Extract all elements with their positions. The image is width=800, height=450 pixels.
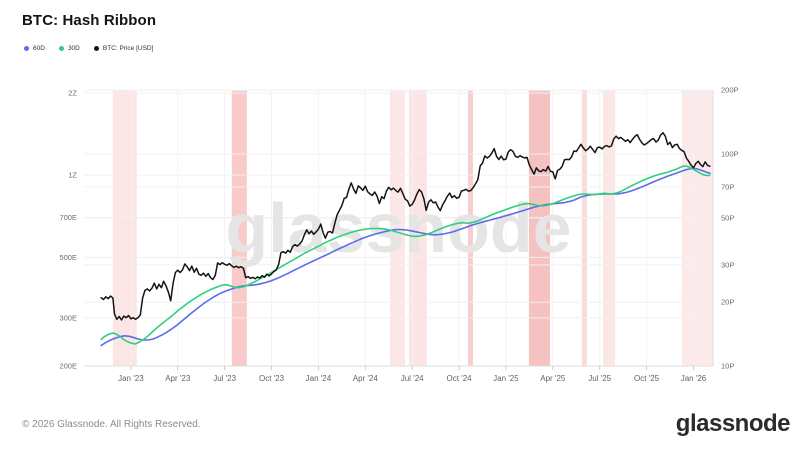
- y-right-tick-label: 20P: [721, 298, 734, 307]
- capitulation-band: [681, 90, 713, 366]
- legend-dot-60d: [24, 46, 29, 51]
- capitulation-band: [528, 90, 551, 366]
- capitulation-band: [389, 90, 405, 366]
- y-left-tick-label: 2Z: [68, 88, 77, 97]
- legend-dot-price: [93, 46, 99, 51]
- legend-item-60d[interactable]: 60D: [24, 45, 45, 52]
- y-left-tick-label: 1Z: [68, 171, 77, 180]
- x-axis-tick-label: Jan '26: [681, 374, 707, 383]
- x-axis-tick-label: Oct '23: [259, 374, 285, 383]
- y-right-tick-label: 10P: [721, 362, 734, 371]
- y-left-tick-label: 700E: [59, 213, 77, 222]
- legend-dot-30d: [58, 46, 64, 51]
- y-left-tick-label: 300E: [59, 313, 77, 322]
- x-axis-tick-label: Oct '25: [634, 374, 660, 383]
- series-60d: [100, 167, 711, 347]
- x-axis-tick-label: Oct '24: [447, 374, 473, 383]
- x-axis-tick-label: Jan '25: [493, 374, 519, 383]
- series-30d: [100, 165, 711, 345]
- y-right-tick-label: 100P: [721, 150, 739, 159]
- x-axis-tick-label: Jan '23: [118, 374, 144, 383]
- capitulation-band: [408, 90, 427, 366]
- copyright-text: © 2026 Glassnode. All Rights Reserved.: [22, 419, 201, 430]
- legend-item-price[interactable]: BTC: Price [USD]: [93, 45, 154, 52]
- legend-label: 30D: [67, 45, 80, 52]
- legend-label: 60D: [33, 45, 45, 52]
- y-right-tick-label: 50P: [721, 213, 734, 222]
- x-axis-tick-label: Jan '24: [306, 374, 332, 383]
- page-title: BTC: Hash Ribbon: [22, 12, 157, 29]
- x-axis-tick-label: Jul '23: [213, 374, 236, 383]
- x-axis-tick-label: Apr '24: [353, 374, 379, 383]
- x-axis-tick-label: Jul '24: [401, 374, 424, 383]
- x-axis-tick-label: Apr '23: [165, 374, 191, 383]
- legend: 60D 30D BTC: Price [USD]: [24, 45, 153, 52]
- legend-item-30d[interactable]: 30D: [58, 45, 80, 52]
- capitulation-band: [602, 90, 616, 366]
- y-right-tick-label: 70P: [721, 182, 734, 191]
- x-axis-tick-label: Apr '25: [540, 374, 566, 383]
- capitulation-band: [231, 90, 247, 366]
- capitulation-band: [467, 90, 473, 366]
- y-right-tick-label: 200P: [721, 86, 739, 95]
- capitulation-band: [581, 90, 587, 366]
- glassnode-watermark: glassnode: [225, 189, 571, 267]
- glassnode-logo: glassnode: [675, 410, 791, 437]
- y-right-tick-label: 30P: [721, 260, 734, 269]
- series-btc-price-usd: [100, 132, 711, 321]
- x-axis-tick-label: Jul '25: [588, 374, 611, 383]
- y-left-tick-label: 500E: [59, 253, 77, 262]
- capitulation-band: [112, 90, 137, 366]
- legend-label: BTC: Price [USD]: [102, 45, 154, 52]
- y-left-tick-label: 200E: [59, 362, 77, 371]
